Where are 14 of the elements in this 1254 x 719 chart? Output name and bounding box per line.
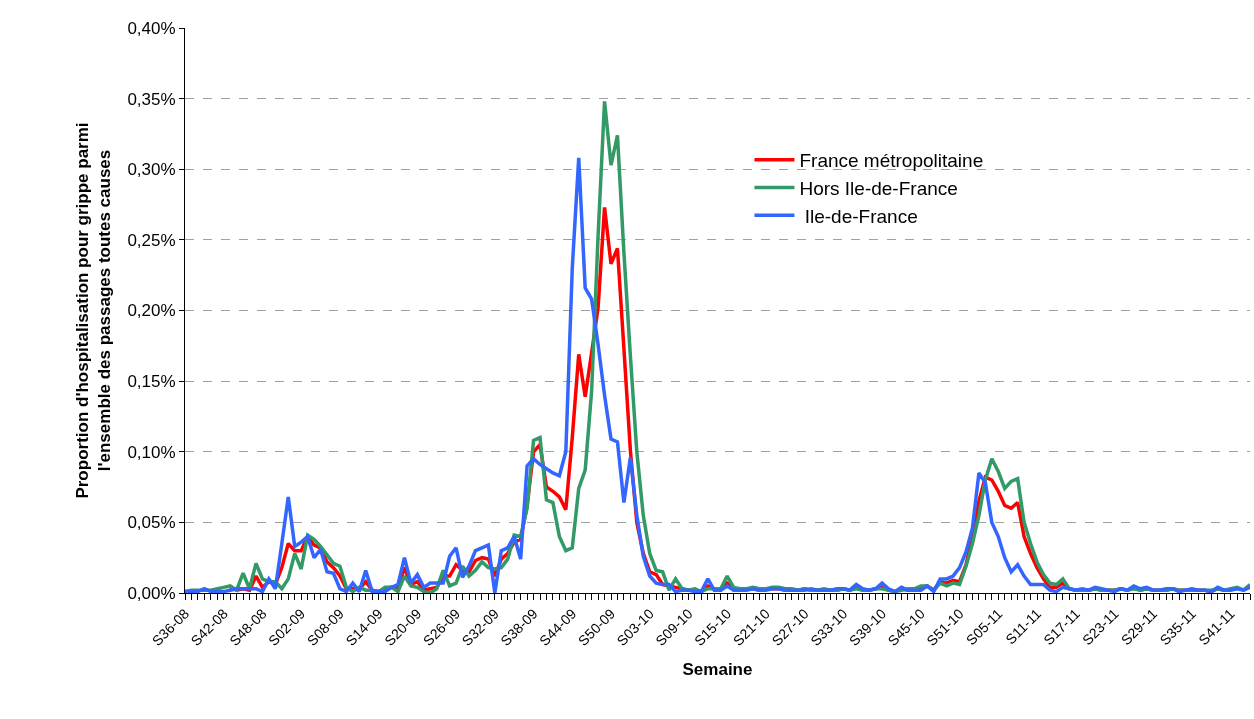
y-tick-label: 0,10% bbox=[127, 442, 176, 462]
y-tick-label: 0,35% bbox=[127, 89, 176, 109]
y-tick-label: 0,25% bbox=[127, 230, 176, 250]
y-tick-label: 0,15% bbox=[127, 372, 176, 392]
legend-label: France métropolitaine bbox=[799, 150, 984, 172]
legend-label: Hors Ile-de-France bbox=[799, 177, 958, 199]
y-tick-label: 0,40% bbox=[127, 18, 176, 38]
x-axis-title: Semaine bbox=[682, 660, 753, 680]
y-tick-label: 0,20% bbox=[127, 301, 176, 321]
y-tick-label: 0,00% bbox=[127, 583, 176, 603]
y-tick-label: 0,05% bbox=[127, 513, 176, 533]
legend-label: Ile-de-France bbox=[799, 205, 918, 227]
y-tick-label: 0,30% bbox=[127, 160, 176, 180]
y-axis-title: Proportion d'hospitalisation pour grippe parmi l'ensemble des passages toutes causes bbox=[72, 122, 114, 499]
